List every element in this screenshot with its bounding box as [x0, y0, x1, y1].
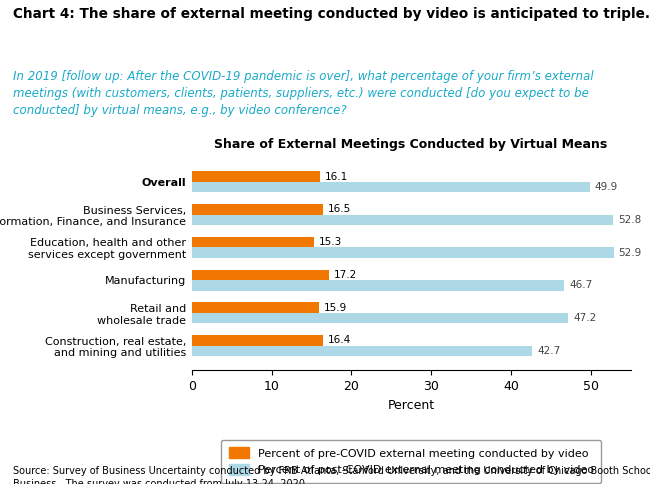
X-axis label: Percent: Percent [387, 398, 435, 411]
Bar [192, 214, 613, 225]
Bar [192, 346, 532, 356]
Bar [192, 182, 590, 192]
Bar [192, 280, 564, 291]
Text: Source: Survey of Business Uncertainty conducted by FRB Atlanta, Stanford Univer: Source: Survey of Business Uncertainty c… [13, 466, 650, 484]
Text: 15.9: 15.9 [324, 302, 346, 313]
Text: Chart 4: The share of external meeting conducted by video is anticipated to trip: Chart 4: The share of external meeting c… [13, 7, 650, 21]
Bar [192, 171, 320, 182]
Text: 52.8: 52.8 [618, 215, 641, 225]
Title: Share of External Meetings Conducted by Virtual Means: Share of External Meetings Conducted by … [214, 137, 608, 151]
Text: 46.7: 46.7 [569, 280, 592, 290]
Text: 17.2: 17.2 [333, 270, 357, 280]
Text: 16.5: 16.5 [328, 204, 352, 214]
Bar [192, 302, 318, 313]
Text: In 2019 [follow up: After the COVID-19 pandemic is over], what percentage of you: In 2019 [follow up: After the COVID-19 p… [13, 70, 593, 117]
Bar [192, 270, 329, 280]
Text: 47.2: 47.2 [573, 313, 596, 323]
Text: 52.9: 52.9 [619, 248, 642, 257]
Text: 16.1: 16.1 [325, 172, 348, 182]
Legend: Percent of pre-COVID external meeting conducted by video, Percent of post-COVID : Percent of pre-COVID external meeting co… [221, 439, 601, 483]
Text: 16.4: 16.4 [328, 335, 350, 346]
Bar [192, 313, 568, 323]
Bar [192, 237, 314, 247]
Text: 42.7: 42.7 [537, 346, 560, 356]
Bar [192, 204, 324, 214]
Bar [192, 335, 322, 346]
Text: 15.3: 15.3 [318, 237, 342, 247]
Bar [192, 247, 614, 258]
Text: 49.9: 49.9 [595, 182, 618, 192]
